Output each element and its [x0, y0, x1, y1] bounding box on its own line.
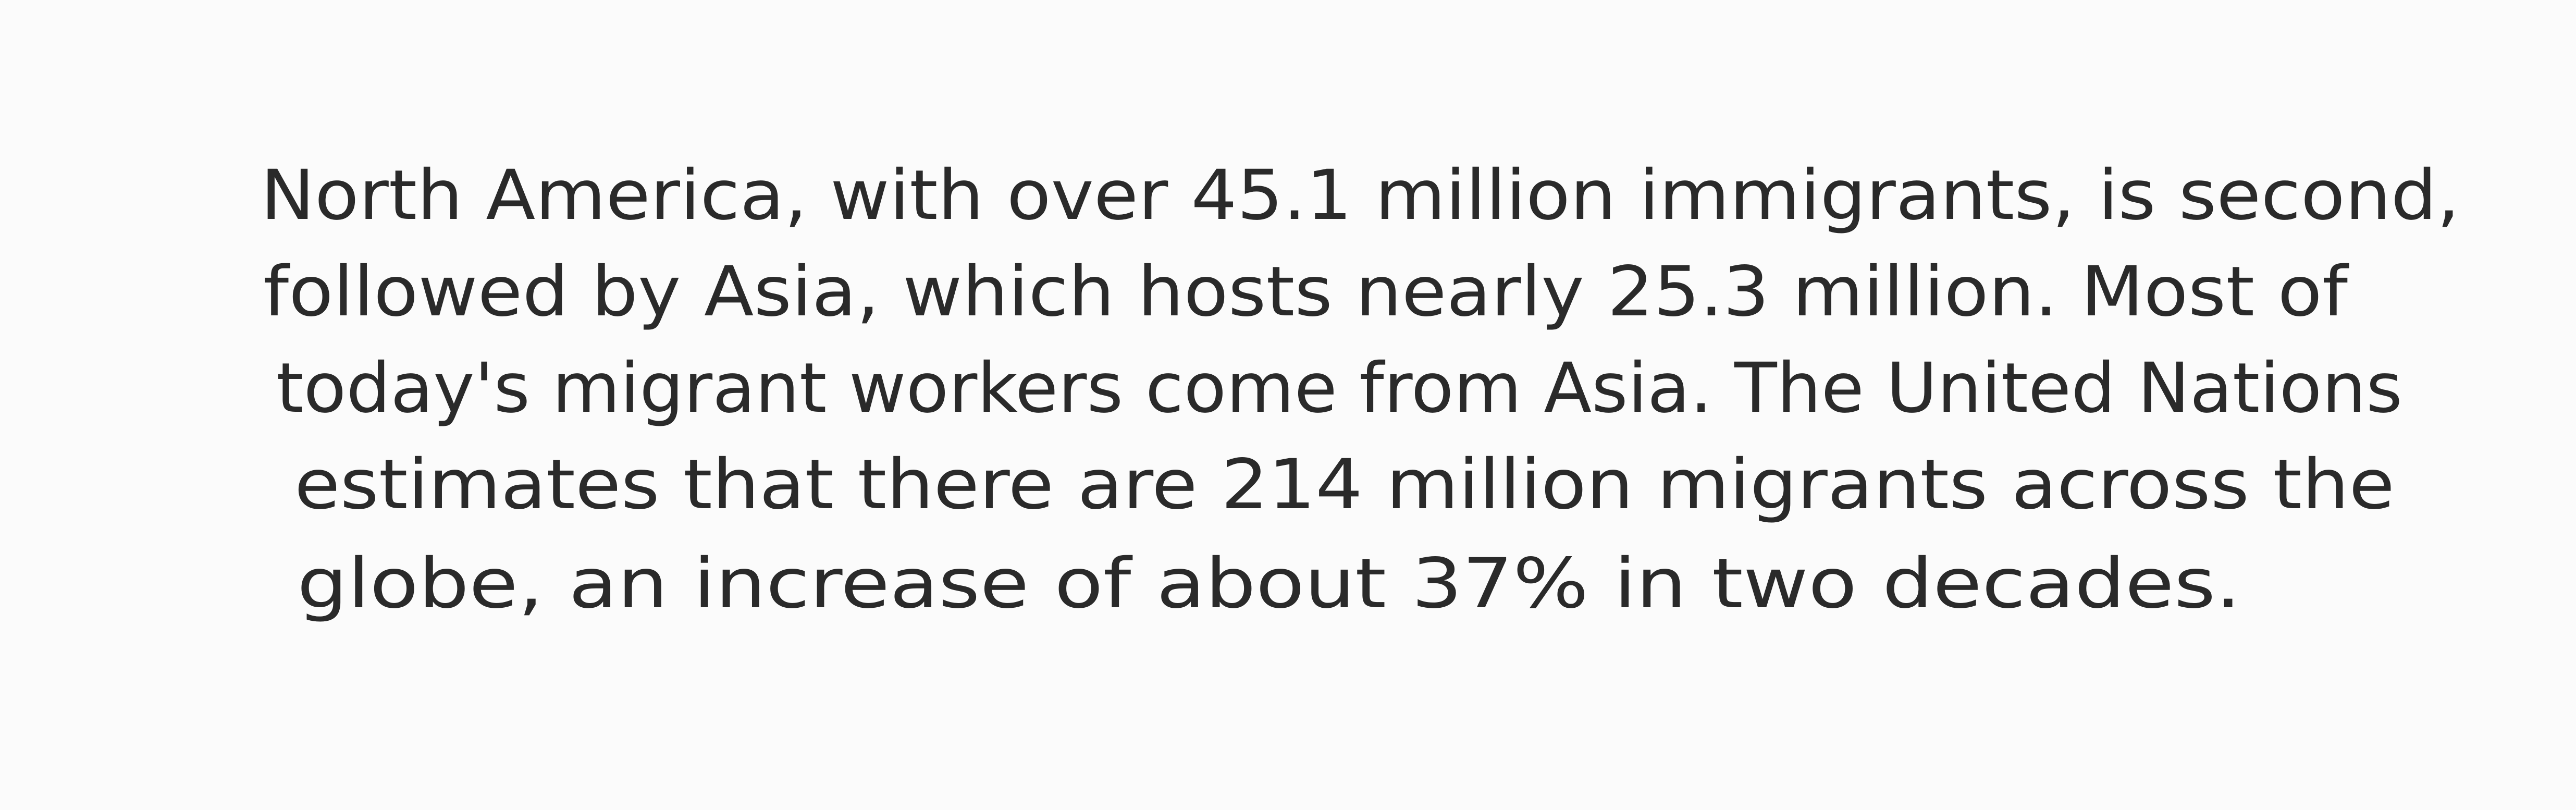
- text-line: followed by Asia, which hosts nearly 25.…: [263, 252, 2349, 332]
- text-line: globe, an increase of about 37% in two d…: [297, 544, 2241, 624]
- text-line: estimates that there are 214 million mig…: [294, 445, 2395, 525]
- text-line: North America, with over 45.1 million im…: [261, 155, 2460, 236]
- text-line: today's migrant workers come from Asia. …: [276, 348, 2402, 428]
